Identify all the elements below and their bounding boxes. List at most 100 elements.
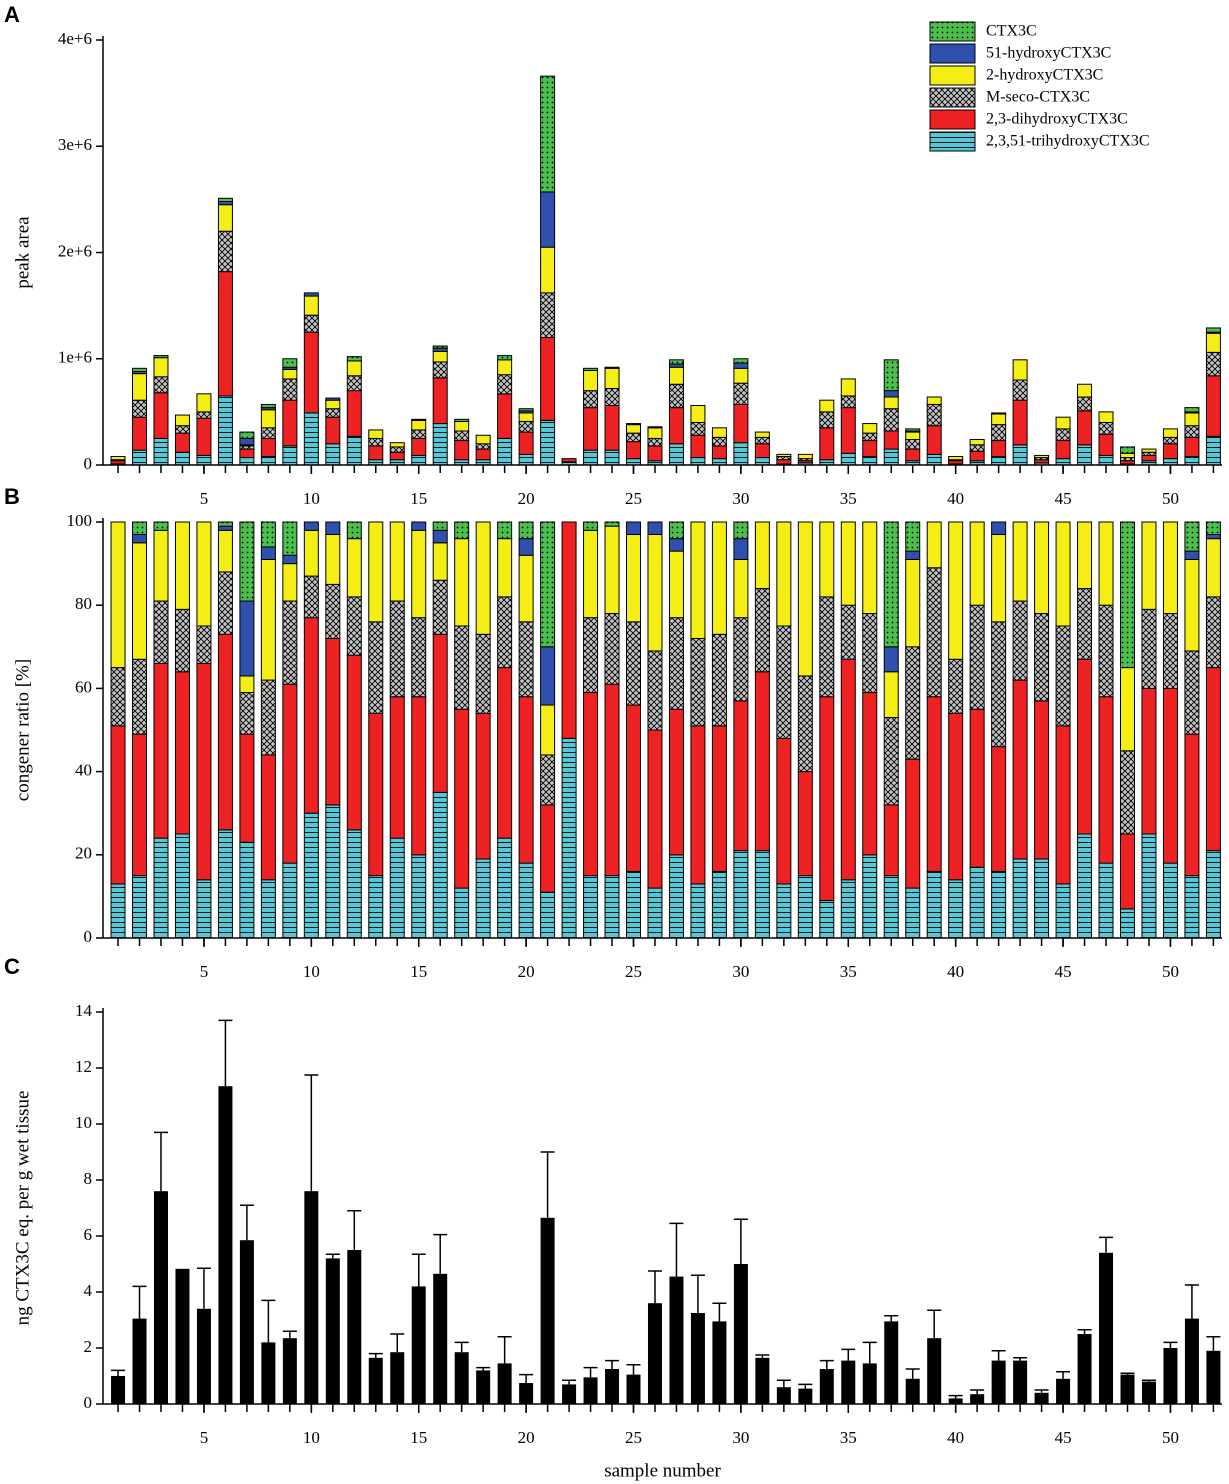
bar-segment <box>110 456 126 461</box>
x-tick-label: 30 <box>732 962 749 981</box>
x-tick-label: 20 <box>518 1428 535 1447</box>
bar-segment <box>518 412 534 422</box>
bar-pattern <box>153 376 168 393</box>
legend-label: 2,3,51-trihydroxyCTX3C <box>986 133 1150 150</box>
bar-pattern <box>1077 397 1092 411</box>
bar-segment <box>411 521 427 531</box>
bar <box>605 1369 620 1404</box>
bar-pattern <box>819 411 834 428</box>
bar-pattern <box>712 437 727 446</box>
bar-segment <box>969 708 985 868</box>
bar <box>562 1384 577 1404</box>
bar-pattern <box>690 457 705 465</box>
bar-segment <box>1205 667 1221 852</box>
bar-segment <box>690 405 706 423</box>
bar-pattern <box>1206 327 1221 333</box>
bar-segment <box>1141 687 1157 835</box>
bar-segment <box>883 671 899 719</box>
bar-segment <box>518 554 534 623</box>
bar <box>1184 1318 1199 1404</box>
bar-segment <box>604 367 620 389</box>
bar-segment <box>497 538 513 598</box>
bar-pattern <box>282 863 297 938</box>
bar-segment <box>368 521 384 623</box>
bar-segment <box>282 683 298 864</box>
bar-pattern <box>712 634 727 726</box>
bar-pattern <box>776 883 791 938</box>
bar-pattern <box>776 456 791 460</box>
bar-segment <box>260 437 276 457</box>
bar-pattern <box>347 829 362 938</box>
bar <box>884 1321 899 1404</box>
bar-pattern <box>1141 834 1156 938</box>
bar-pattern <box>1184 407 1199 412</box>
bar-segment <box>1034 454 1050 459</box>
bar-pattern <box>1120 522 1135 668</box>
bar-segment <box>303 529 319 577</box>
bar-segment <box>282 554 298 565</box>
bar-pattern <box>261 456 276 465</box>
bar-pattern <box>1013 380 1028 401</box>
bar-segment <box>840 378 856 397</box>
bar-pattern <box>605 522 620 527</box>
error-bar <box>519 1373 534 1383</box>
bar-pattern <box>626 621 641 706</box>
error-bar <box>605 1359 620 1369</box>
bar-segment <box>454 538 470 627</box>
bar-segment <box>282 368 298 380</box>
bar-pattern <box>196 879 211 938</box>
bar-segment <box>754 431 770 438</box>
bar-segment <box>540 804 556 893</box>
bar-segment <box>389 696 405 839</box>
bar-pattern <box>368 621 383 714</box>
bar-pattern <box>519 421 534 433</box>
panel-letter: A <box>4 2 20 27</box>
error-bar <box>390 1333 405 1353</box>
bar-pattern <box>497 522 512 539</box>
bar-segment <box>840 521 856 606</box>
bar-pattern <box>153 838 168 938</box>
bar-pattern <box>884 408 899 431</box>
error-bar <box>712 1302 727 1322</box>
bar-pattern <box>755 850 770 938</box>
bar-pattern <box>325 804 340 938</box>
bar-segment <box>303 295 319 316</box>
x-tick-label: 10 <box>303 962 320 981</box>
bar-pattern <box>841 879 856 938</box>
y-tick-label: 2e+6 <box>58 241 92 260</box>
bar-segment <box>1098 521 1114 606</box>
error-bar <box>368 1352 383 1358</box>
bar-pattern <box>540 522 555 647</box>
bar-pattern <box>927 567 942 697</box>
bar-pattern <box>733 358 748 363</box>
legend-swatch <box>929 65 976 86</box>
bar-segment <box>819 427 835 461</box>
bar-pattern <box>282 358 297 368</box>
bar-segment <box>239 733 255 843</box>
bar-pattern <box>927 404 942 426</box>
bar <box>669 1276 684 1404</box>
bar-segment <box>733 362 749 369</box>
bar-segment <box>1205 375 1221 437</box>
bar-pattern <box>927 871 942 938</box>
legend-label: M-seco-CTX3C <box>986 89 1090 106</box>
x-axis-label: sample number <box>604 1460 721 1481</box>
bar-segment <box>196 417 212 456</box>
bar-pattern <box>325 408 340 418</box>
bar-pattern <box>819 459 834 465</box>
bar-segment <box>626 441 642 460</box>
bar-segment <box>668 538 684 552</box>
bar <box>647 1303 662 1404</box>
bar-segment <box>1184 436 1200 457</box>
bar-pattern <box>540 420 555 465</box>
bar-segment <box>583 407 599 451</box>
bar-segment <box>1012 359 1028 381</box>
bar-segment <box>153 662 169 839</box>
bar-segment <box>389 521 405 602</box>
bar-segment <box>1141 521 1157 610</box>
bar-pattern <box>1184 456 1199 465</box>
bar-pattern <box>368 438 383 446</box>
error-bar <box>562 1379 577 1385</box>
bar-segment <box>174 432 190 453</box>
bar-segment <box>217 529 233 573</box>
